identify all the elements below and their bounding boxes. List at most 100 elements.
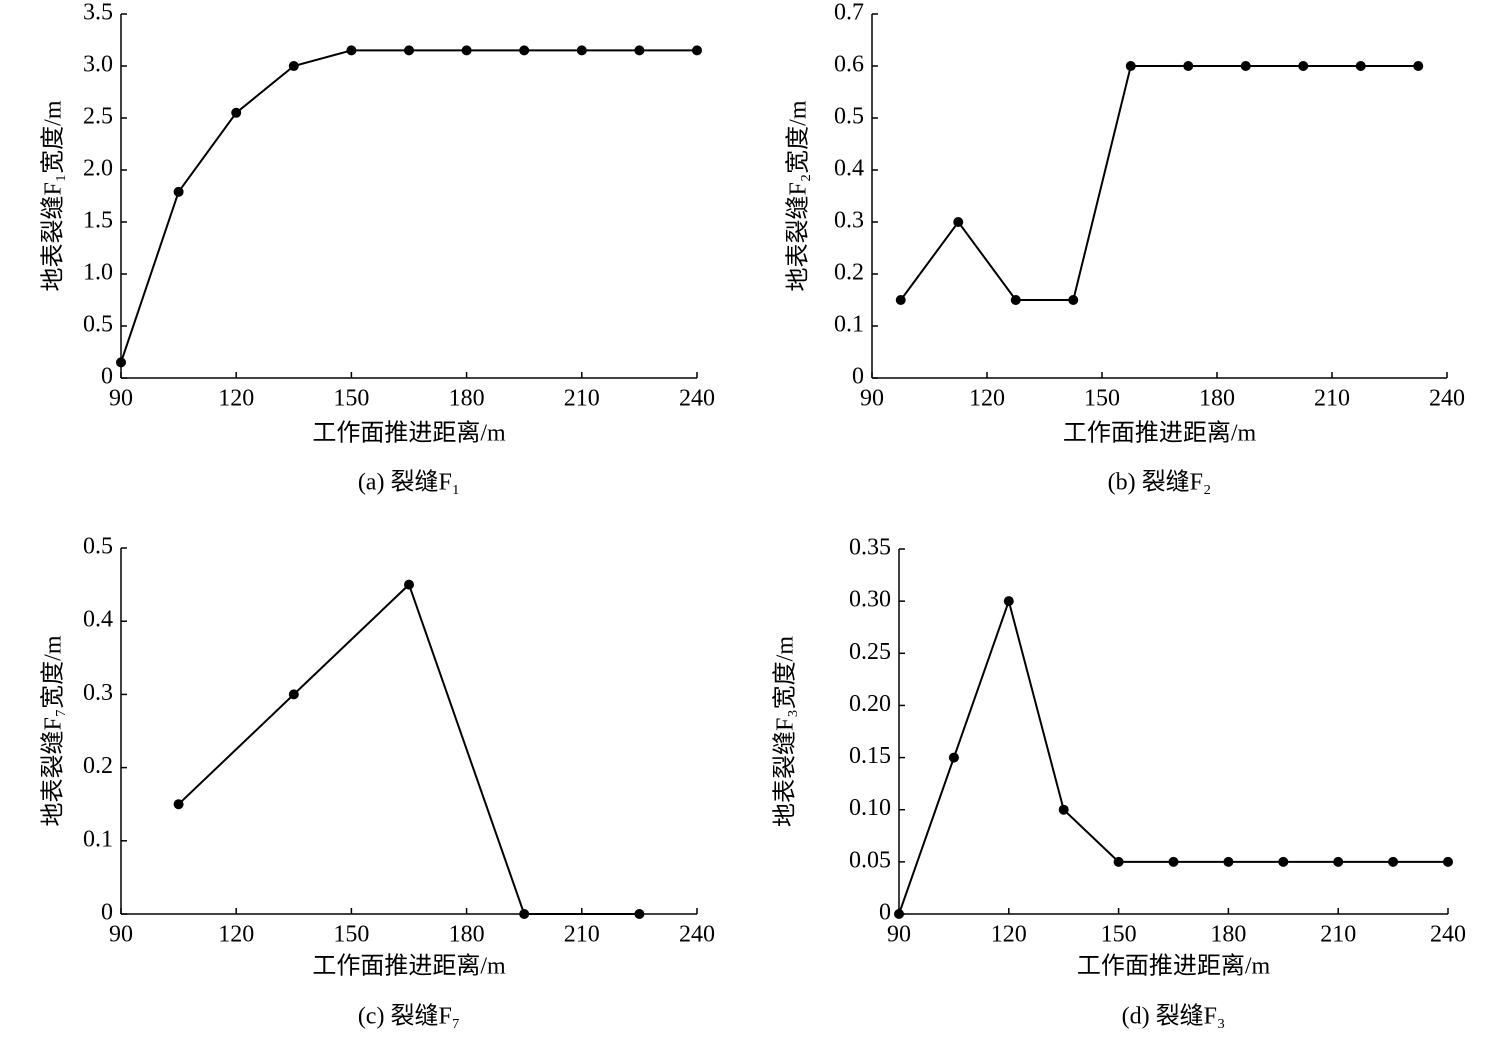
data-point — [231, 107, 242, 118]
y-axis-label: 地表裂缝F₃宽度/m — [772, 636, 799, 827]
data-point — [1168, 856, 1179, 867]
x-tick-label: 150 — [333, 922, 369, 948]
data-point — [519, 909, 530, 919]
data-point — [404, 45, 414, 56]
data-point — [1413, 61, 1424, 71]
caption: (a) 裂缝F₁ — [358, 469, 460, 496]
y-tick-label: 0.10 — [849, 795, 891, 821]
data-point — [948, 752, 959, 763]
x-tick-label: 120 — [218, 922, 254, 948]
data-point — [1333, 856, 1344, 867]
data-point — [1298, 61, 1309, 71]
y-tick-label: 0.4 — [83, 607, 113, 633]
x-axis-label: 工作面推进距离/m — [1063, 420, 1257, 447]
y-tick-label: 3.5 — [83, 0, 113, 26]
y-tick-label: 0.5 — [83, 312, 113, 338]
data-point — [895, 295, 906, 305]
data-point — [1010, 295, 1021, 305]
x-tick-label: 180 — [1210, 922, 1246, 948]
data-point — [288, 61, 299, 71]
x-tick-label: 240 — [1429, 386, 1465, 412]
x-axis-label: 工作面推进距离/m — [312, 420, 506, 447]
y-tick-label: 0.20 — [849, 691, 891, 717]
y-tick-label: 0.2 — [834, 260, 864, 286]
x-tick-label: 210 — [1320, 922, 1356, 948]
x-tick-label: 240 — [679, 386, 715, 412]
y-tick-label: 3.0 — [83, 52, 113, 78]
data-point — [404, 579, 414, 590]
data-line — [898, 597, 1448, 915]
x-tick-label: 90 — [887, 922, 911, 948]
x-tick-label: 120 — [969, 386, 1005, 412]
x-tick-label: 90 — [109, 386, 133, 412]
data-point — [1068, 295, 1079, 305]
data-point — [634, 909, 645, 919]
y-tick-label: 0.35 — [849, 535, 891, 561]
y-tick-label: 0.3 — [83, 680, 113, 706]
y-tick-label: 0.25 — [849, 639, 891, 665]
y-axis-label: 地表裂缝F₇宽度/m — [40, 635, 67, 826]
data-line — [120, 49, 697, 363]
data-point — [1278, 856, 1289, 867]
data-point — [173, 799, 184, 810]
x-tick-label: 210 — [564, 922, 600, 948]
data-point — [288, 689, 299, 700]
data-point — [953, 217, 964, 227]
y-tick-label: 2.5 — [83, 104, 113, 130]
caption: (d) 裂缝F₃ — [1122, 1003, 1226, 1030]
y-tick-label: 0 — [879, 900, 891, 926]
x-axis-label: 工作面推进距离/m — [1077, 953, 1271, 980]
data-point — [692, 45, 702, 56]
data-point — [576, 45, 587, 56]
x-tick-label: 180 — [449, 922, 485, 948]
caption: (b) 裂缝F₂ — [1108, 469, 1212, 496]
x-tick-label: 150 — [1101, 922, 1137, 948]
x-axis-label: 工作面推进距离/m — [312, 953, 506, 980]
y-tick-label: 0.1 — [83, 826, 113, 852]
y-tick-label: 0.5 — [834, 104, 864, 130]
x-tick-label: 240 — [679, 922, 715, 948]
data-line — [177, 582, 640, 915]
data-point — [346, 45, 357, 56]
y-tick-label: 0.4 — [834, 156, 864, 182]
x-tick-label: 180 — [1199, 386, 1235, 412]
data-point — [1058, 804, 1069, 815]
x-tick-label: 90 — [860, 386, 884, 412]
data-point — [1223, 856, 1234, 867]
y-tick-label: 0.6 — [834, 52, 864, 78]
x-tick-label: 180 — [449, 386, 485, 412]
y-tick-label: 1.5 — [83, 208, 113, 234]
y-tick-label: 0.15 — [849, 743, 891, 769]
x-tick-label: 120 — [218, 386, 254, 412]
x-tick-label: 210 — [564, 386, 600, 412]
data-point — [894, 909, 904, 919]
x-tick-label: 150 — [1084, 386, 1120, 412]
data-point — [1443, 856, 1453, 867]
data-point — [461, 45, 472, 56]
y-tick-label: 0.1 — [834, 312, 864, 338]
y-tick-label: 0 — [101, 900, 113, 926]
x-tick-label: 90 — [109, 922, 133, 948]
x-tick-label: 240 — [1430, 922, 1466, 948]
y-tick-label: 0.3 — [834, 208, 864, 234]
y-tick-label: 1.0 — [83, 260, 113, 286]
x-tick-label: 210 — [1314, 386, 1350, 412]
y-axis-label: 地表裂缝F₂宽度/m — [785, 100, 812, 291]
data-point — [1003, 596, 1014, 607]
y-tick-label: 0.2 — [83, 753, 113, 779]
y-tick-label: 0 — [101, 364, 113, 390]
y-axis-label: 地表裂缝F₁宽度/m — [40, 100, 67, 291]
data-point — [1125, 61, 1136, 71]
data-point — [1355, 61, 1366, 71]
x-tick-label: 150 — [333, 386, 369, 412]
y-tick-label: 0.05 — [849, 847, 891, 873]
data-point — [1113, 856, 1124, 867]
caption: (c) 裂缝F₇ — [358, 1003, 460, 1030]
data-point — [116, 357, 126, 368]
y-tick-label: 0.30 — [849, 587, 891, 613]
data-point — [634, 45, 645, 56]
data-point — [1183, 61, 1194, 71]
data-point — [1240, 61, 1251, 71]
y-tick-label: 2.0 — [83, 156, 113, 182]
